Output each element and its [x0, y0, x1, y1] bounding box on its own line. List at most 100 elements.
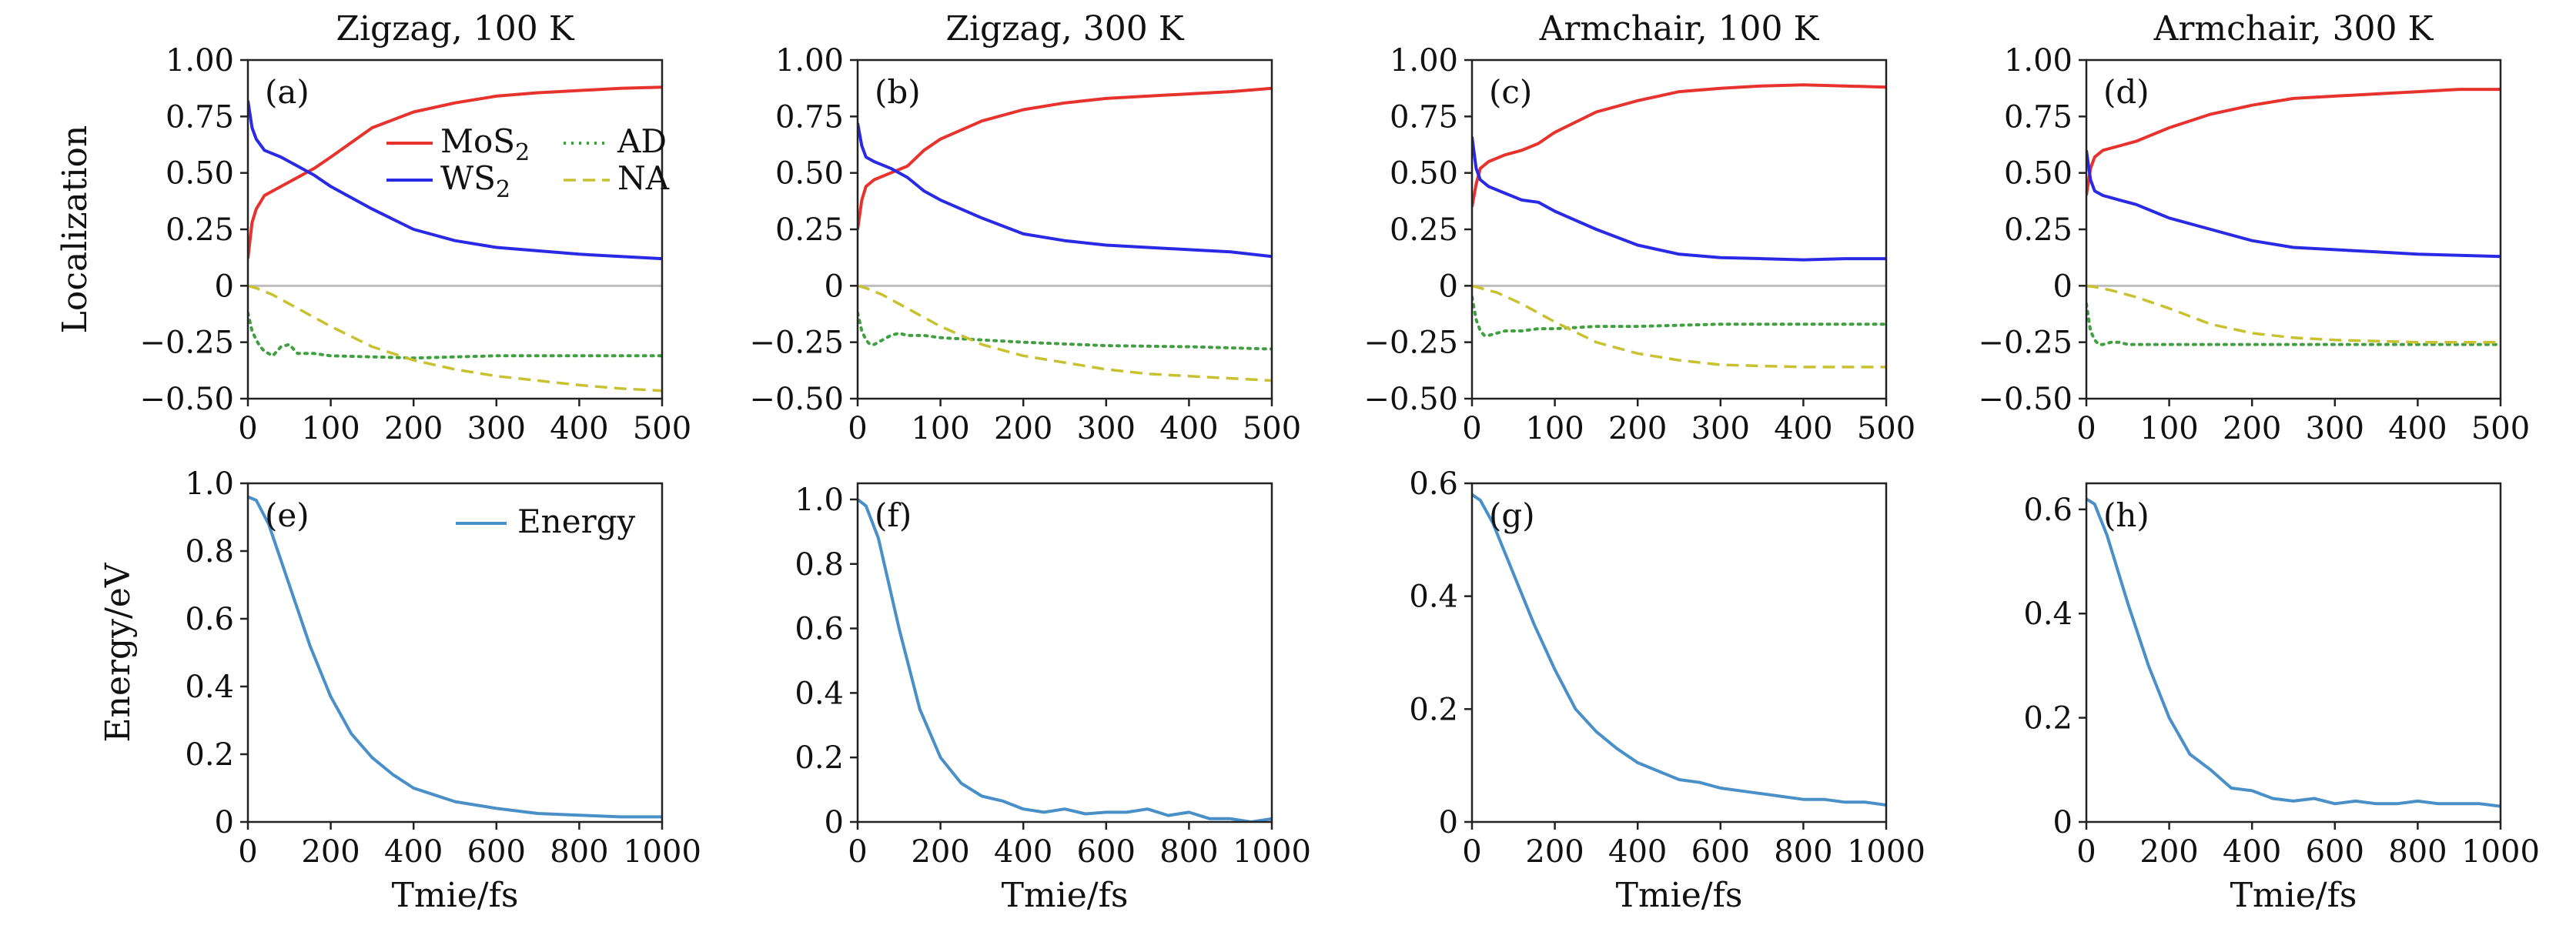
x-tick-label: 1000 [1847, 834, 1925, 870]
series-line-ws2 [2086, 150, 2501, 259]
x-tick-label: 0 [848, 411, 867, 446]
y-tick-label: 0.6 [1409, 466, 1458, 502]
x-tick-label: 500 [633, 411, 691, 446]
y-tick-label: 1.00 [2004, 43, 2073, 79]
x-tick-label: 200 [911, 834, 969, 870]
series-line-mos2 [248, 85, 662, 259]
y-tick-label: 0 [1439, 805, 1458, 840]
y-tick-label: 0.2 [185, 737, 234, 773]
series-line-na [248, 284, 662, 393]
y-tick-label: 0.2 [1409, 692, 1458, 727]
y-tick-label: 0.75 [166, 99, 234, 135]
x-tick-label: 400 [1774, 411, 1832, 446]
plot-frame [856, 482, 1273, 823]
x-tick-label: 800 [1159, 834, 1218, 870]
series-line-na [2086, 284, 2501, 344]
x-tick-label: 200 [1608, 411, 1667, 446]
chart-panel-a: 0 100 200 300 400 500 −0.50 −0.25 0 0.25 0.50 0.75 1… [55, 9, 691, 446]
x-tick-label: 0 [1462, 834, 1481, 870]
x-tick-label: 1000 [2461, 834, 2540, 870]
series-line-ws2 [858, 122, 1272, 259]
series-line-na [858, 284, 1272, 382]
x-tick-label: 0 [2076, 834, 2096, 870]
x-tick-label: 600 [1691, 834, 1750, 870]
x-tick-label: 400 [550, 411, 608, 446]
y-tick-label: 0 [825, 269, 844, 304]
plot-frame [246, 482, 664, 823]
series-line-mos2 [858, 86, 1272, 230]
chart-panel-d: 0 100 200 300 400 500 −0.50 −0.25 0 0.25 0.50 0.75 1… [1978, 9, 2530, 446]
y-tick-label: 0 [2053, 805, 2073, 840]
panel-tag: (f) [875, 496, 912, 534]
legend-label-ws2: WS2 [440, 159, 510, 203]
chart-panel-h: 0 200 400 600 800 1000 0 0.2 0.4 0.6 (h) Tmie/fs [2023, 482, 2540, 915]
y-tick-label: 0.50 [1390, 156, 1458, 192]
y-tick-label: 0.25 [166, 212, 234, 248]
series-line-mos2 [1472, 83, 1886, 208]
series-line-energy [1472, 493, 1886, 807]
y-tick-label: 0.25 [1390, 212, 1458, 248]
x-tick-label: 1000 [623, 834, 701, 870]
y-tick-label: −0.25 [749, 326, 844, 361]
y-tick-label: 0.75 [775, 99, 844, 135]
y-tick-label: 0.8 [185, 534, 234, 570]
chart-panel-g: 0 200 400 600 800 1000 0 0.2 0.4 0.6 (g) Tmie/fs [1409, 466, 1925, 915]
x-tick-label: 200 [1525, 834, 1584, 870]
x-tick-label: 800 [2388, 834, 2447, 870]
legend-label-mos2: MoS2 [440, 122, 530, 166]
y-tick-label: −0.50 [1978, 382, 2073, 417]
y-tick-label: 1.00 [166, 43, 234, 79]
y-tick-label: 0 [215, 269, 234, 304]
series-line-na [1472, 284, 1886, 369]
x-tick-label: 0 [2076, 411, 2096, 446]
series-line-mos2 [2086, 88, 2501, 196]
x-tick-label: 400 [994, 834, 1052, 870]
series-line-ad [2086, 302, 2501, 346]
y-tick-label: −0.25 [1363, 326, 1458, 361]
x-tick-label: 0 [848, 834, 867, 870]
x-tick-label: 100 [2139, 411, 2198, 446]
y-tick-label: 0.50 [166, 156, 234, 192]
x-tick-label: 500 [1243, 411, 1301, 446]
y-tick-label: 0.2 [795, 740, 844, 776]
x-tick-label: 300 [2306, 411, 2364, 446]
series-line-ad [858, 311, 1272, 351]
x-tick-label: 400 [1159, 411, 1218, 446]
chart-title: Armchair, 300 K [2153, 9, 2434, 48]
chart-panel-e: 0 200 400 600 800 1000 0 0.2 0.4 0.6 0.8 1.0 (e) Tmie… [99, 466, 701, 915]
x-tick-label: 600 [467, 834, 526, 870]
x-tick-label: 300 [1077, 411, 1136, 446]
chart-panel-b: 0 100 200 300 400 500 −0.50 −0.25 0 0.25 0.50 0.75 1… [749, 9, 1301, 446]
x-tick-label: 400 [2223, 834, 2281, 870]
y-tick-label: 1.0 [185, 466, 234, 502]
chart-title: Zigzag, 300 K [945, 9, 1184, 48]
legend-label-na: NA [617, 159, 670, 197]
plot-frame [246, 58, 664, 400]
plot-frame [1470, 482, 1888, 823]
plot-frame [1470, 58, 1888, 400]
x-axis-label: Tmie/fs [1002, 876, 1129, 915]
x-tick-label: 200 [2139, 834, 2198, 870]
y-tick-label: 0.25 [775, 212, 844, 248]
y-axis-label: Localization [55, 125, 95, 334]
x-tick-label: 0 [238, 834, 257, 870]
y-tick-label: 0.50 [2004, 156, 2073, 192]
chart-title: Zigzag, 100 K [336, 9, 574, 48]
x-tick-label: 600 [1077, 834, 1136, 870]
x-tick-label: 500 [2471, 411, 2530, 446]
y-tick-label: 0 [825, 805, 844, 840]
series-line-ad [248, 311, 662, 360]
x-axis-label: Tmie/fs [1616, 876, 1743, 915]
panel-tag: (a) [265, 73, 309, 111]
chart-panel-c: 0 100 200 300 400 500 −0.50 −0.25 0 0.25 0.50 0.75 1… [1363, 9, 1915, 446]
x-tick-label: 100 [301, 411, 360, 446]
y-tick-label: −0.25 [139, 326, 234, 361]
x-tick-label: 300 [1691, 411, 1750, 446]
plot-frame [2085, 482, 2502, 823]
x-tick-label: 100 [911, 411, 969, 446]
x-tick-label: 100 [1525, 411, 1584, 446]
x-tick-label: 300 [467, 411, 526, 446]
panel-tag: (d) [2103, 73, 2149, 111]
series-line-energy [2086, 497, 2501, 808]
y-tick-label: 0.6 [795, 612, 844, 647]
